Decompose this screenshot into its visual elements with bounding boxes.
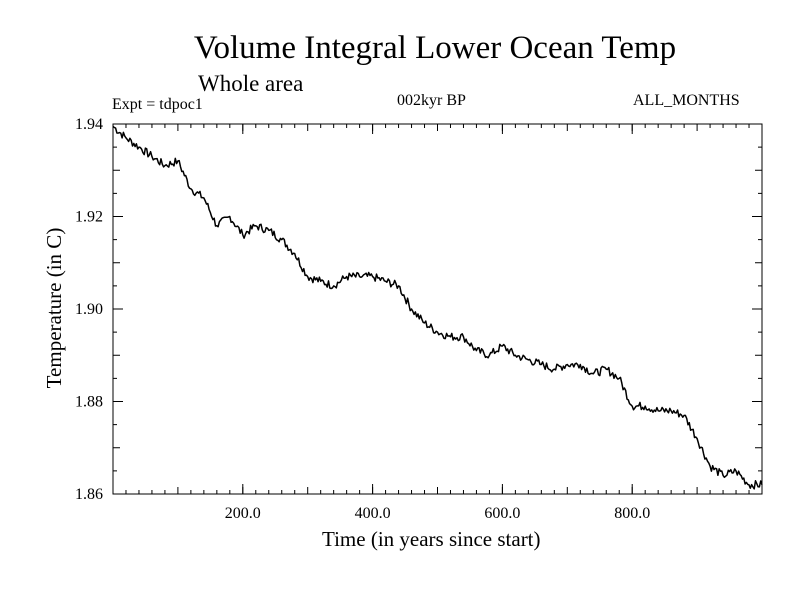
x-tick-label: 800.0 — [614, 505, 650, 522]
months-label: ALL_MONTHS — [633, 92, 740, 109]
y-tick-label: 1.94 — [75, 116, 103, 133]
y-tick-label: 1.92 — [75, 209, 103, 226]
y-tick-label: 1.88 — [75, 394, 103, 411]
x-tick-label: 200.0 — [225, 505, 261, 522]
y-tick-label: 1.86 — [75, 486, 103, 503]
chart-title: Volume Integral Lower Ocean Temp — [193, 30, 677, 66]
experiment-label: Expt = tdpoc1 — [112, 96, 203, 113]
chart-subtitle: Whole area — [198, 71, 304, 96]
plot-frame — [112, 123, 763, 495]
x-axis-label: Time (in years since start) — [322, 527, 541, 551]
y-tick-label: 1.90 — [75, 301, 103, 318]
series-line — [112, 125, 763, 490]
x-tick-label: 600.0 — [484, 505, 520, 522]
x-tick-label: 400.0 — [355, 505, 391, 522]
period-label: 002kyr BP — [397, 92, 466, 109]
